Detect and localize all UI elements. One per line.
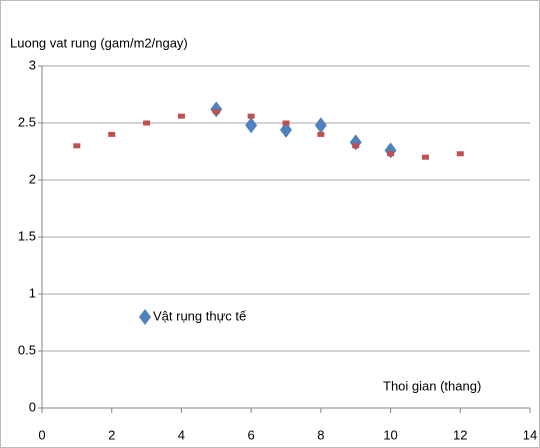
x-tick-label: 8 — [317, 427, 324, 442]
point — [143, 120, 151, 126]
point — [280, 121, 292, 138]
x-tick-label: 4 — [178, 427, 185, 442]
legend-marker — [139, 309, 151, 325]
y-axis-title: Luong vat rung (gam/m2/ngay) — [10, 35, 188, 50]
point — [421, 154, 429, 160]
point — [317, 131, 325, 137]
y-tick-label: 1.5 — [18, 228, 36, 243]
x-tick-label: 14 — [523, 427, 537, 442]
point — [245, 117, 258, 134]
point — [73, 143, 81, 149]
point — [247, 113, 255, 119]
x-tick-label: 10 — [383, 427, 397, 442]
point — [387, 151, 395, 157]
point — [352, 143, 360, 149]
y-tick-label: 1 — [29, 285, 36, 300]
point — [456, 151, 464, 157]
legend-label: Vật rụng thực tế — [153, 308, 247, 323]
y-tick-label: 0.5 — [18, 342, 36, 357]
point — [108, 131, 116, 137]
y-tick-label: 2 — [29, 171, 36, 186]
x-tick-label: 6 — [248, 427, 255, 442]
y-tick-label: 0 — [29, 399, 36, 414]
y-tick-label: 3 — [29, 57, 36, 72]
x-tick-label: 12 — [453, 427, 467, 442]
point — [282, 120, 290, 126]
point — [177, 113, 185, 119]
point — [314, 117, 327, 134]
x-axis-title: Thoi gian (thang) — [383, 378, 481, 393]
x-tick-label: 0 — [38, 427, 45, 442]
x-tick-label: 2 — [108, 427, 115, 442]
y-tick-label: 2.5 — [18, 114, 36, 129]
point — [212, 109, 220, 115]
